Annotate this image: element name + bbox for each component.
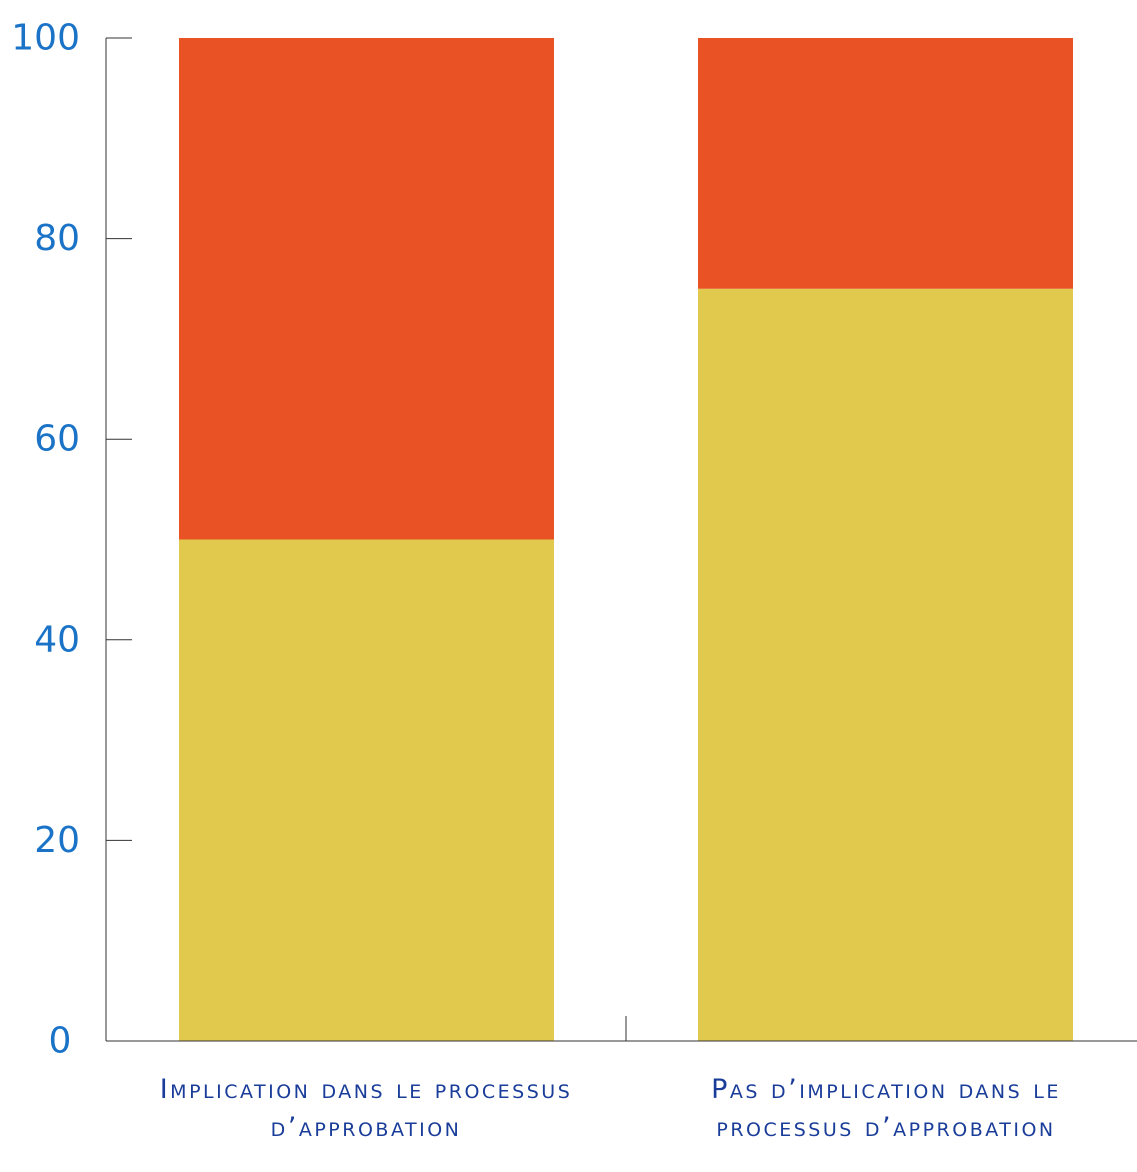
axes-group [105, 38, 1137, 1042]
y-tick-label-100: 100 [11, 18, 80, 59]
y-ticks-group: 0 20 40 60 80 100 [11, 18, 132, 1062]
category-label-1: Implication dans le processus d’approbat… [159, 1074, 573, 1143]
y-tick-label-40: 40 [34, 619, 80, 660]
y-tick-label-80: 80 [34, 218, 80, 259]
bar-segment-2-2 [698, 38, 1073, 289]
bar-segment-1-2 [179, 38, 554, 540]
bars-group [179, 38, 1073, 1041]
bar-segment-1-1 [179, 539, 554, 1041]
y-tick-label-0: 0 [49, 1021, 72, 1062]
y-tick-label-20: 20 [34, 820, 80, 861]
y-tick-label-60: 60 [34, 419, 80, 460]
category-label-2: Pas d’implication dans le processus d’ap… [711, 1074, 1061, 1143]
bar-segment-2-1 [698, 288, 1073, 1041]
